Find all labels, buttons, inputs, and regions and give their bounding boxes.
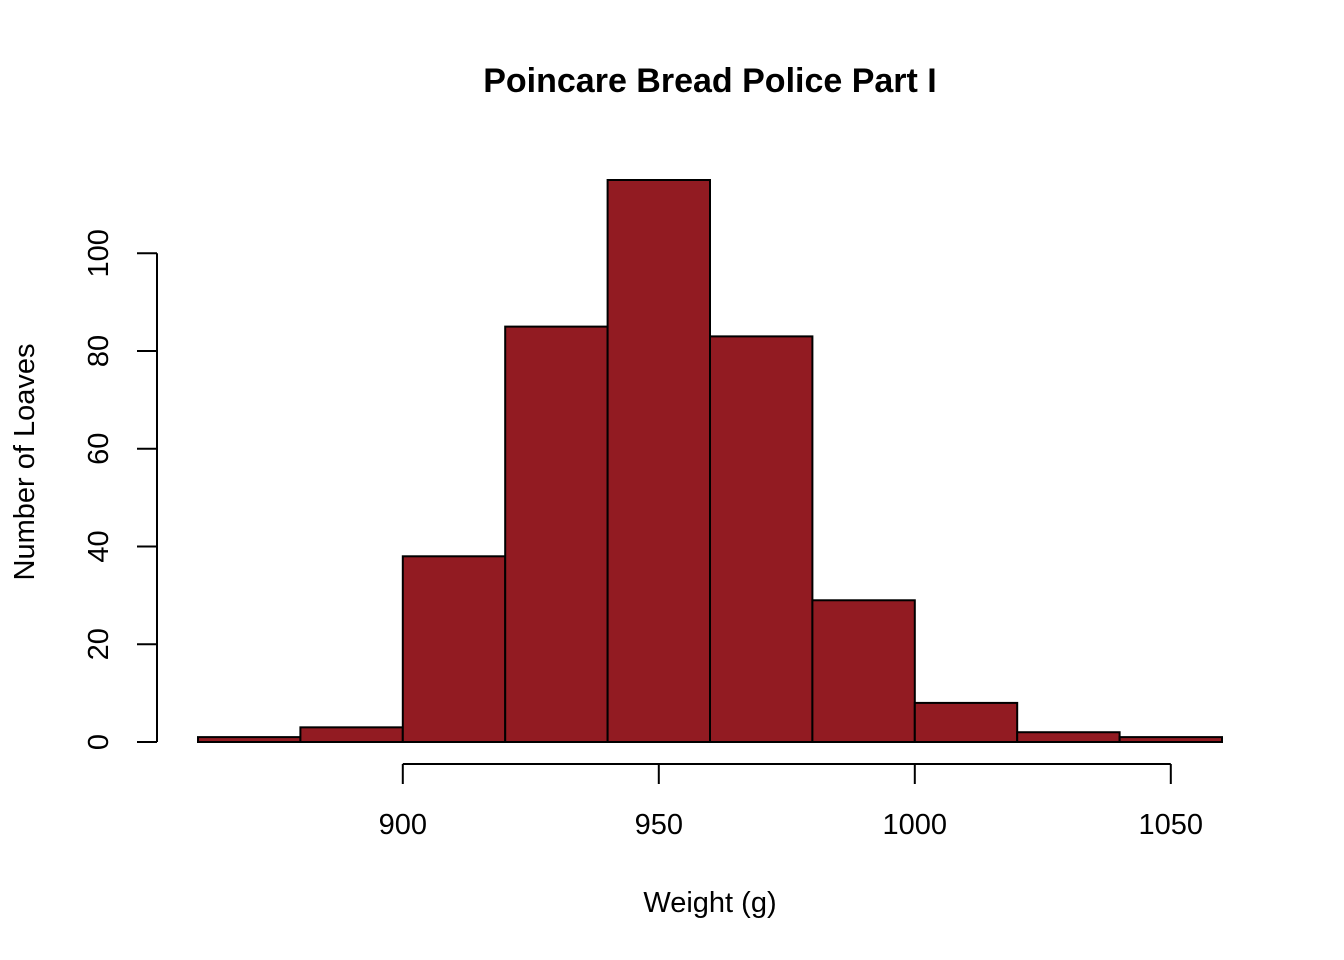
histogram-bar-1 [299, 726, 404, 743]
x-tick-label-3: 1050 [1139, 809, 1204, 841]
histogram-bar-6 [811, 599, 916, 743]
histogram-bar-3 [504, 325, 609, 743]
y-tick-label-3: 60 [83, 433, 115, 465]
y-tick-label-1: 20 [83, 628, 115, 660]
x-axis-label: Weight (g) [643, 887, 776, 919]
chart-title: Poincare Bread Police Part I [483, 62, 937, 100]
y-tick-label-0: 0 [83, 734, 115, 750]
y-axis: 0 20 40 60 80 100 [83, 229, 158, 750]
x-tick-label-0: 900 [379, 809, 427, 841]
histogram-bar-4 [606, 179, 711, 743]
histogram-bar-8 [1016, 731, 1121, 743]
histogram-bar-5 [709, 335, 814, 743]
y-axis-label: Number of Loaves [9, 344, 41, 581]
x-tick-label-1: 950 [635, 809, 683, 841]
y-tick-label-2: 40 [83, 530, 115, 562]
histogram-bar-7 [913, 701, 1019, 744]
histogram-bar-2 [401, 555, 507, 743]
histogram-bars [197, 179, 1223, 744]
histogram-bar-9 [1118, 736, 1223, 743]
histogram-bar-0 [197, 736, 302, 743]
y-tick-label-4: 80 [83, 335, 115, 367]
x-tick-label-2: 1000 [883, 809, 948, 841]
y-tick-label-5: 100 [83, 229, 115, 277]
x-axis: 900 950 1000 1050 [379, 763, 1204, 841]
